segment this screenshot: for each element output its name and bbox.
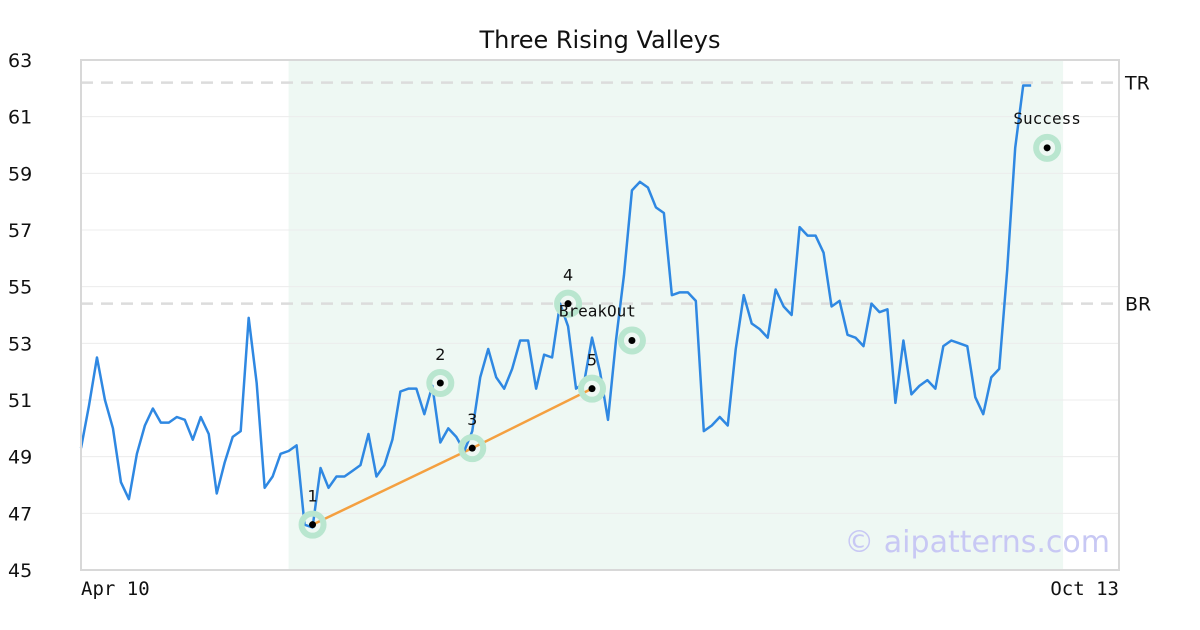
marker-point-success — [1043, 144, 1051, 152]
price-line — [79, 84, 1032, 529]
marker-label-breakout: BreakOut — [559, 302, 636, 321]
marker-label-success: Success — [1013, 109, 1080, 128]
y-tick-label: 47 — [8, 503, 32, 525]
y-tick-label: 61 — [8, 107, 32, 129]
marker-point-3 — [468, 444, 476, 452]
marker-label-2: 2 — [435, 345, 445, 364]
marker-ring-2 — [426, 369, 455, 397]
marker-ring-success — [1033, 133, 1062, 162]
marker-ring-breakout — [617, 326, 646, 355]
reference-label-tr: TR — [1124, 73, 1150, 95]
marker-point-1 — [309, 521, 317, 529]
marker-ring-5 — [578, 374, 607, 403]
marker-label-1: 1 — [307, 487, 317, 506]
marker-label-5: 5 — [587, 351, 597, 370]
x-tick-label: Apr 10 — [81, 578, 150, 600]
x-tick-label: Oct 13 — [1050, 578, 1119, 600]
reference-label-br: BR — [1125, 294, 1151, 316]
marker-label-3: 3 — [467, 410, 477, 429]
y-tick-label: 63 — [8, 50, 32, 72]
price-series-layer — [79, 84, 1032, 529]
marker-label-4: 4 — [563, 266, 573, 285]
y-tick-label: 49 — [8, 447, 32, 469]
y-tick-label: 53 — [8, 333, 32, 355]
marker-point-5 — [588, 385, 596, 393]
marker-ring-4 — [554, 289, 583, 318]
chart-title: Three Rising Valleys — [478, 26, 720, 54]
pattern-highlight-band — [288, 60, 1064, 570]
marker-ring-3 — [458, 434, 487, 463]
marker-point-breakout — [628, 337, 636, 344]
y-tick-label: 45 — [8, 560, 32, 582]
y-tick-label: 59 — [8, 163, 32, 185]
y-tick-label: 51 — [8, 390, 32, 412]
plot-frame — [80, 59, 1120, 571]
y-tick-label: 55 — [8, 277, 32, 299]
marker-point-2 — [436, 379, 444, 387]
watermark: © aipatterns.com — [844, 525, 1110, 560]
marker-point-4 — [564, 300, 572, 308]
marker-ring-1 — [298, 510, 327, 539]
reference-lines: TR BR — [81, 73, 1151, 316]
y-tick-label: 57 — [8, 220, 32, 242]
y-axis-ticks: 45 47 49 51 53 55 57 59 61 63 — [8, 50, 32, 582]
pattern-markers: 1 2 3 4 5 BreakOut Success — [298, 109, 1081, 539]
x-axis-ticks: Apr 10 Oct 13 — [81, 578, 1119, 600]
